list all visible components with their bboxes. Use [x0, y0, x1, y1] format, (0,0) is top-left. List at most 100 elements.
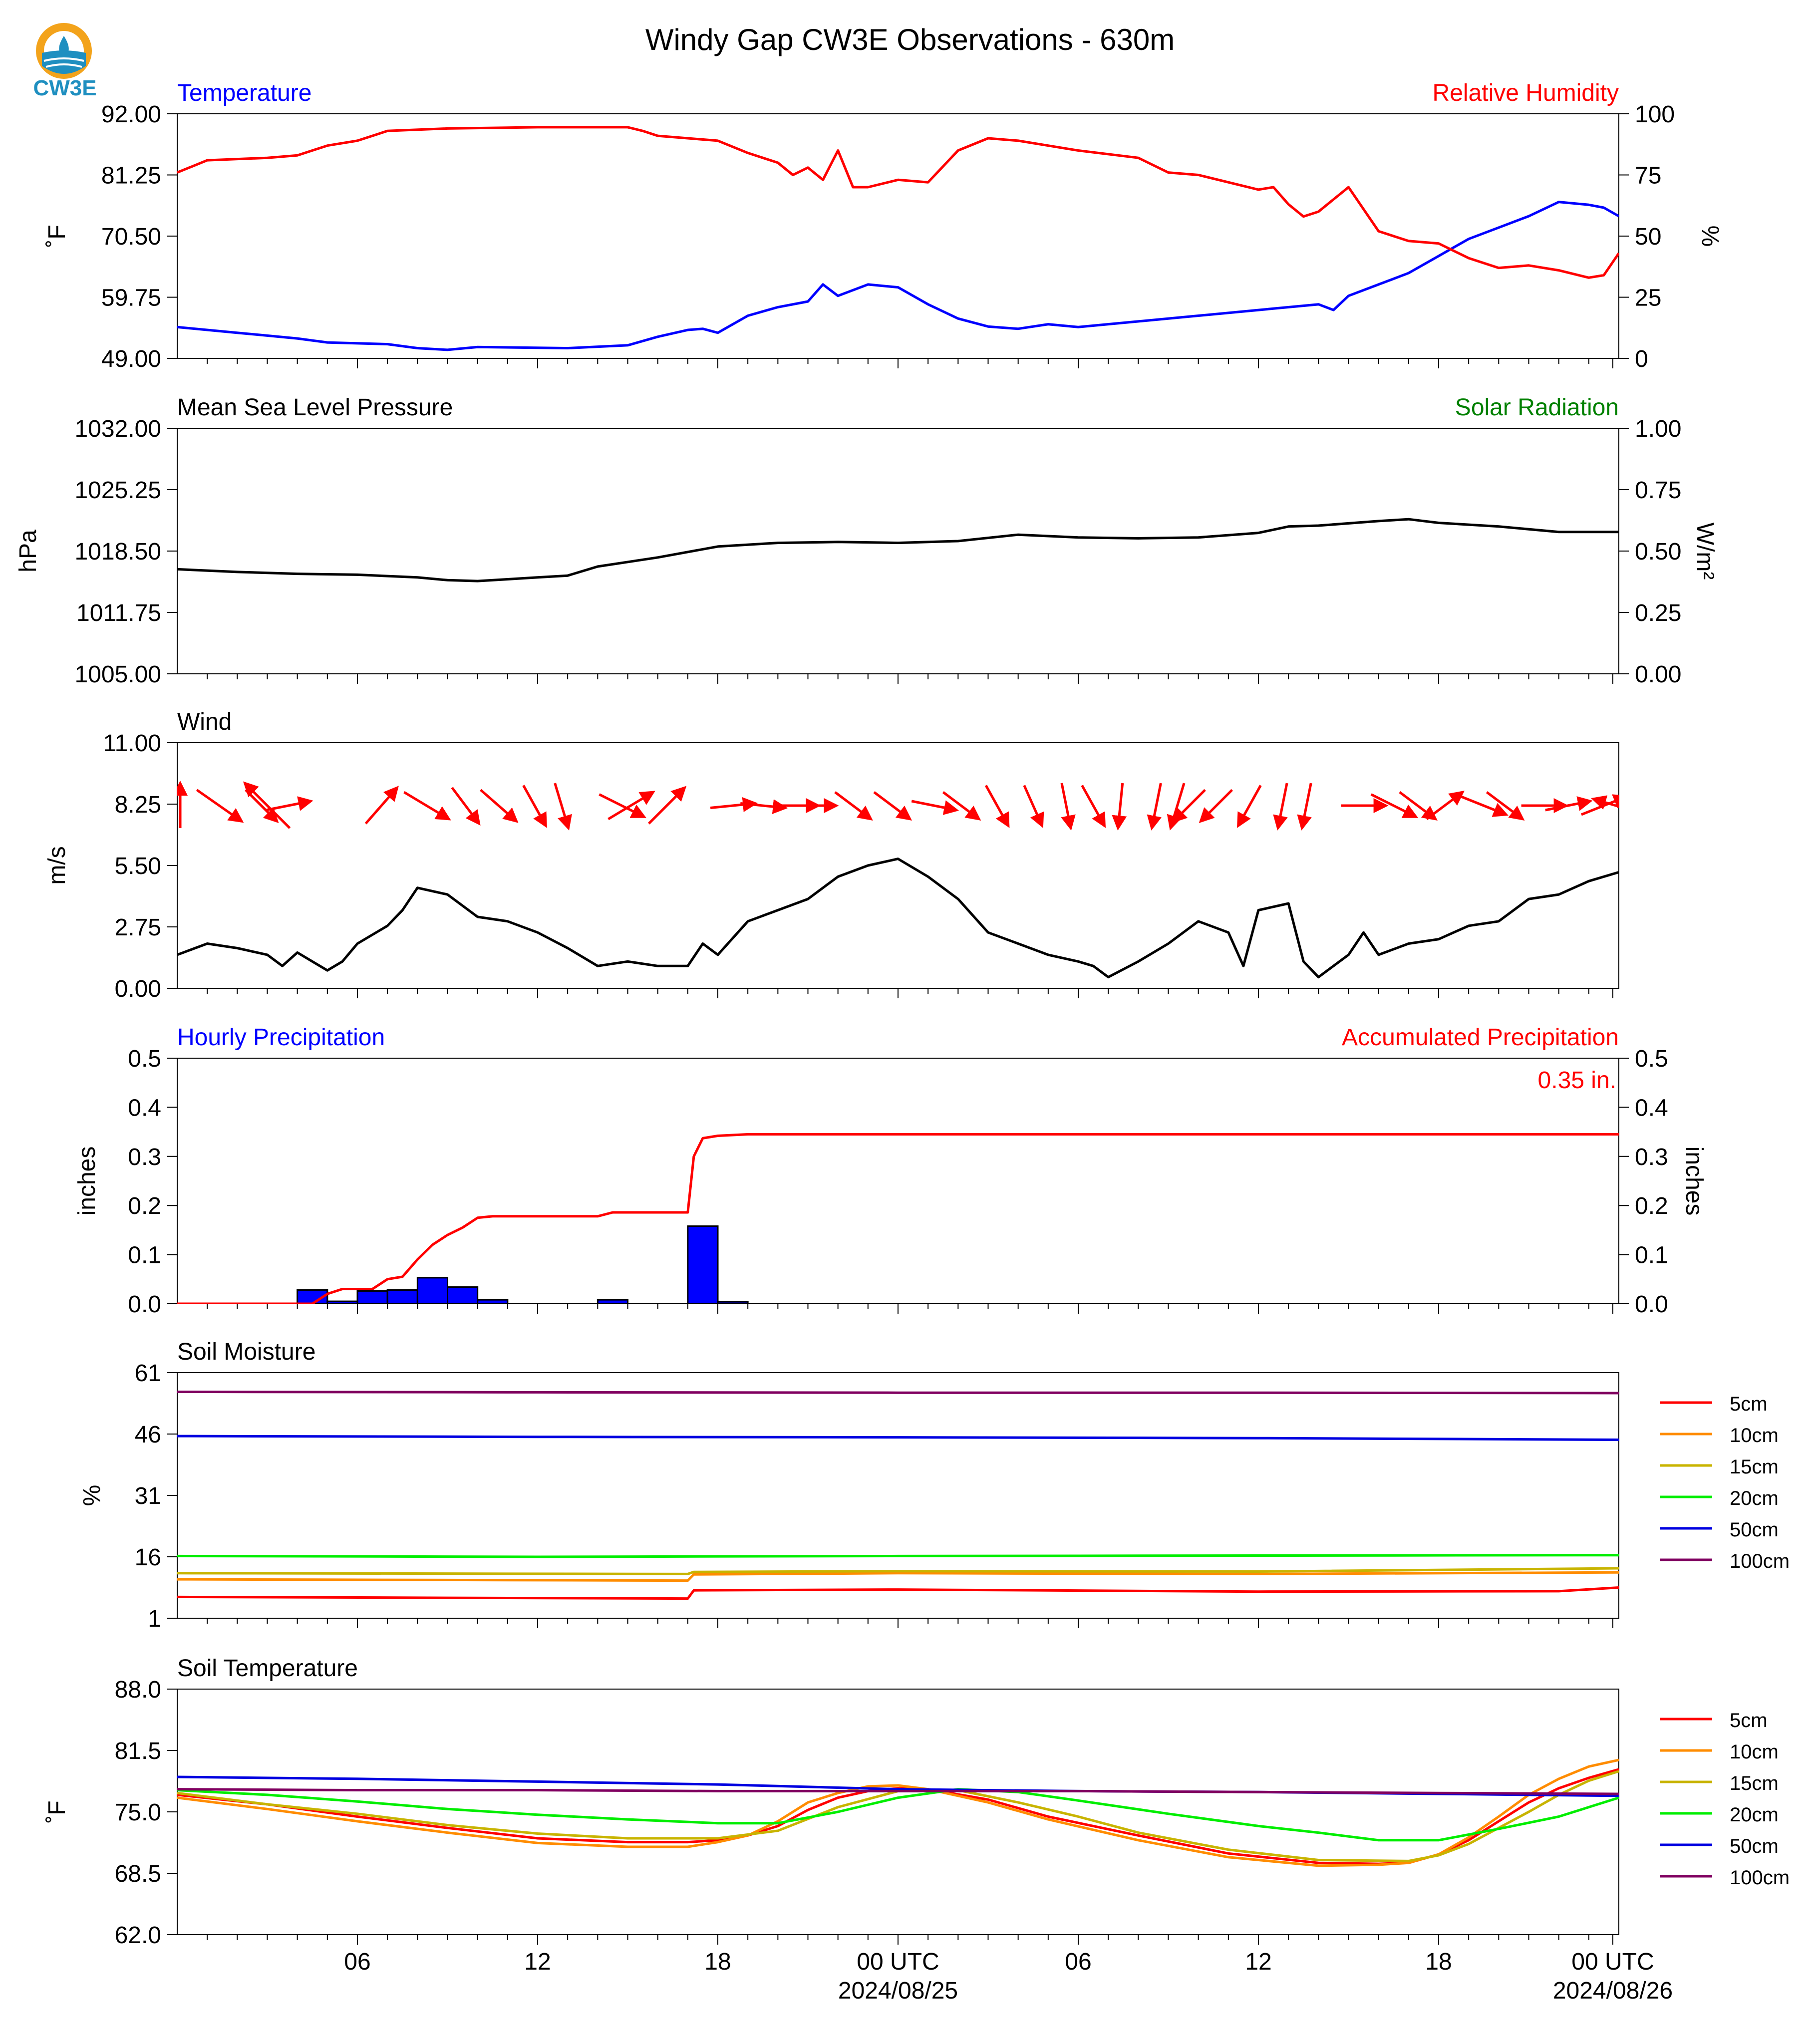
x-tick-label: 00 UTC	[1571, 1949, 1654, 1975]
y-right-tick-label: 50	[1635, 224, 1661, 250]
y-left-tick-label: 0.1	[128, 1242, 161, 1269]
x-axis: 06 12 18 00 UTC 06 12 18 00 UTC 2024/08/25 2024/0…	[344, 1949, 1673, 2004]
y-left-tick-label: 81.25	[101, 163, 161, 189]
y-left-tick-label: 62.0	[115, 1922, 161, 1949]
y-left-tick-label: 1	[148, 1606, 161, 1632]
y-left-tick-label: 0.5	[128, 1046, 161, 1072]
series-line-temperature	[177, 201, 1619, 351]
wind-arrow	[1297, 783, 1312, 831]
series-line-mean-sea-level-pressure	[177, 518, 1619, 582]
precip-bar	[717, 1301, 749, 1304]
data-layer	[177, 126, 1619, 351]
y-right-tick-label: 100	[1635, 101, 1675, 128]
legend-label: 5cm	[1730, 1393, 1768, 1415]
series-line-100cm	[177, 1788, 1619, 1795]
series-line-5cm	[177, 1586, 1619, 1600]
precip-bar	[326, 1300, 358, 1304]
wind-arrow	[196, 789, 244, 823]
wind-arrow	[243, 781, 291, 829]
wind-arrow	[1486, 791, 1525, 821]
wind-arrow	[266, 796, 313, 812]
wind-arrow	[873, 791, 912, 821]
cw3e-logo	[24, 18, 104, 103]
wind-arrow	[451, 787, 481, 826]
y-right-tick-label: 0.00	[1635, 661, 1681, 688]
wind-arrow	[1399, 791, 1438, 821]
y-left-tick-label: 49.00	[101, 346, 161, 372]
legend-label: 5cm	[1730, 1710, 1768, 1732]
wind-arrow	[911, 800, 959, 815]
wind-arrow	[1591, 795, 1619, 810]
wind-arrow	[1147, 783, 1162, 831]
x-date-label: 2024/08/26	[1553, 1978, 1673, 2004]
logo-icon	[36, 23, 92, 79]
wind-arrow	[1545, 796, 1593, 812]
precip-bar	[687, 1225, 719, 1304]
data-layer	[177, 1133, 1619, 1304]
y-right-tick-label: 0.4	[1635, 1095, 1668, 1121]
y-left-tick-label: 61	[135, 1360, 161, 1387]
panel-temperature: 92.00 81.25 70.50 59.75 49.00 100 75 50 25 0 Tempe…	[44, 80, 1723, 372]
y-left-tick-label: 81.5	[115, 1738, 161, 1764]
panels: 92.00 81.25 70.50 59.75 49.00 100 75 50 25 0 Tempe…	[15, 80, 1790, 1949]
x-tick-label: 06	[344, 1949, 370, 1975]
y-left-tick-label: 1032.00	[74, 416, 161, 442]
wind-arrow	[1112, 783, 1127, 831]
legend-label: 10cm	[1730, 1741, 1779, 1763]
series-line-10cm	[177, 1571, 1619, 1582]
panel-left-title: Soil Moisture	[177, 1339, 315, 1365]
precip-bar	[356, 1290, 388, 1304]
y-left-tick-label: 59.75	[101, 285, 161, 311]
x-tick-label: 12	[524, 1949, 551, 1975]
y-right-tick-label: 0.2	[1635, 1193, 1668, 1219]
y-right-label: inches	[1681, 1147, 1707, 1216]
data-layer	[177, 1758, 1619, 1867]
y-left-tick-label: 0.3	[128, 1144, 161, 1170]
y-right-tick-label: 0	[1635, 346, 1648, 372]
y-left-label: ˚F	[44, 225, 70, 247]
legend-label: 20cm	[1730, 1804, 1779, 1826]
y-right-label: W/m²	[1692, 523, 1718, 580]
data-layer	[177, 1391, 1619, 1600]
y-left-tick-label: 5.50	[115, 853, 161, 879]
wind-arrow	[245, 789, 279, 824]
series-line-20cm	[177, 1554, 1619, 1558]
wind-arrow	[522, 785, 547, 828]
wind-arrow	[554, 783, 572, 831]
panel-left-title: Soil Temperature	[177, 1655, 358, 1682]
plot-frame	[177, 1372, 1619, 1619]
y-right-label: %	[1697, 226, 1723, 247]
y-left-tick-label: 92.00	[101, 101, 161, 128]
series-line-15cm	[177, 1567, 1619, 1575]
wind-arrow	[942, 791, 981, 821]
series-line-wind-speed	[177, 858, 1619, 979]
plot-frame	[177, 113, 1619, 359]
wind-arrow	[1580, 794, 1619, 816]
panel-left-title: Temperature	[177, 80, 311, 106]
y-right-tick-label: 25	[1635, 285, 1661, 311]
x-tick-label: 12	[1245, 1949, 1271, 1975]
wind-arrow	[834, 791, 873, 821]
y-left-tick-label: 75.0	[115, 1799, 161, 1826]
panel-right-title: Relative Humidity	[1433, 80, 1619, 106]
y-left-tick-label: 0.2	[128, 1193, 161, 1219]
panel-soil_moisture: 61 46 31 16 1 Soil Moisture% 5cm 10cm 15cm 20cm 50…	[79, 1339, 1790, 1632]
series-line-20cm	[177, 1788, 1619, 1842]
legend: 5cm 10cm 15cm 20cm 50cm 100cm	[1660, 1393, 1790, 1572]
y-left-tick-label: 16	[135, 1544, 161, 1571]
wind-arrow	[1172, 789, 1206, 824]
series-line-100cm	[177, 1391, 1619, 1395]
y-left-tick-label: 8.25	[115, 792, 161, 818]
panel-wind: 11.00 8.25 5.50 2.75 0.00 Wind m/s	[44, 709, 1619, 1002]
y-right-tick-label: 75	[1635, 163, 1661, 189]
y-right-tick-label: 0.3	[1635, 1144, 1668, 1170]
y-left-tick-label: 68.5	[115, 1861, 161, 1887]
panel-soil_temp: 88.0 81.5 75.0 68.5 62.0 Soil Temperature ˚F 5c…	[44, 1655, 1790, 1949]
wind-arrow	[647, 786, 687, 825]
precip-bar	[477, 1299, 509, 1304]
wind-arrow	[1237, 785, 1262, 828]
wind-arrow	[1081, 785, 1106, 828]
y-left-label: ˚F	[44, 1800, 70, 1823]
wind-arrow	[403, 791, 451, 821]
precip-bar	[416, 1277, 448, 1304]
